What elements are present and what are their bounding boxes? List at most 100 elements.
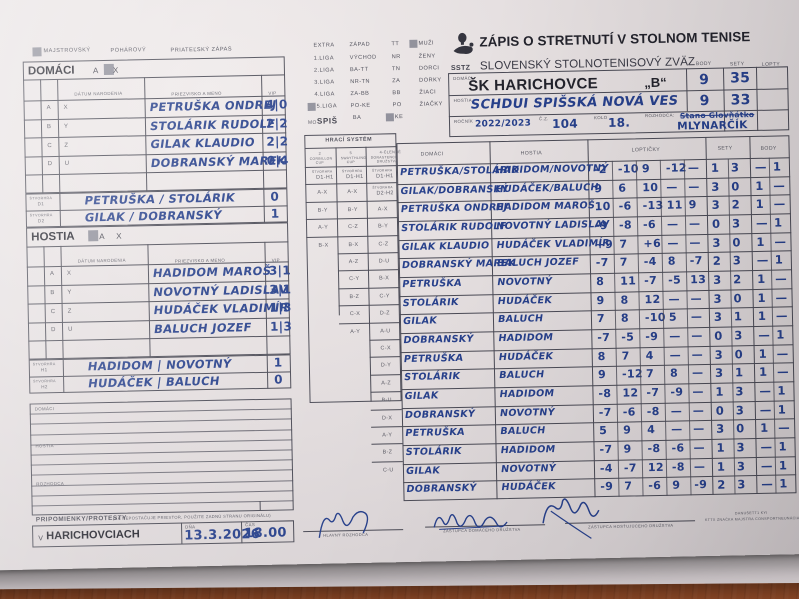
region-zapad[interactable]: ZÁPAD <box>349 41 371 49</box>
rozhodca-label: ROZHODCA: <box>644 112 675 119</box>
kolo-value: 18. <box>607 115 631 130</box>
category-zeny[interactable]: ŽENY <box>418 53 436 60</box>
district-tt[interactable]: TT <box>391 41 400 48</box>
match-row-set-score: 3 <box>713 272 722 287</box>
match-row-away: HADIDOM/NOVOTNÝ <box>494 162 610 177</box>
district-za[interactable]: ZA <box>392 78 401 85</box>
match-type-priatelsky[interactable]: PRIATEĽSKÝ ZÁPAS <box>170 46 233 54</box>
match-row-away: HADIDOM <box>497 331 554 345</box>
away-col-name: PRIEZVISKO A MENO <box>174 257 226 264</box>
cz-value: 104 <box>551 116 579 132</box>
region-batt[interactable]: BA-TT <box>349 66 369 74</box>
match-col-home: DOMÁCI <box>420 151 444 158</box>
match-row-ball-score: — <box>669 329 681 343</box>
home-roster-option-x[interactable]: X <box>112 65 119 75</box>
match-row-home: DOBRANSKÝ <box>405 482 478 496</box>
ps-cell-code: A-U <box>380 327 391 335</box>
district-ke[interactable]: KE <box>394 114 404 121</box>
ps-cell-code: D-Y <box>380 362 392 369</box>
match-row-away: NOVOTNÝ LADISLAV <box>495 218 611 233</box>
match-row-ball-score: — <box>671 422 683 436</box>
ps-cell-code: C-Y <box>379 293 390 300</box>
match-row-set-score: 3 <box>735 384 744 399</box>
category-muzi-checkbox[interactable] <box>409 39 418 48</box>
category-dorci[interactable]: DORCI <box>418 65 440 72</box>
region-ba[interactable]: BA <box>352 114 362 122</box>
ps-col-number: 2 <box>318 151 322 156</box>
match-row-point: 1 <box>757 271 766 286</box>
league-extra[interactable]: EXTRA <box>313 42 335 49</box>
roster-player-vip: 3|1 <box>268 263 292 278</box>
league-5liga[interactable]: 5.LIGA <box>316 103 338 110</box>
region-vychod[interactable]: VÝCHOD <box>349 54 377 62</box>
match-row-ball-score: 11 <box>666 198 683 213</box>
match-type-majstrovsky[interactable]: MAJSTROVSKÝ <box>43 47 91 55</box>
category-dorky[interactable]: DORKY <box>419 77 442 84</box>
match-row-point: — <box>776 364 790 379</box>
league-5liga-checkbox[interactable] <box>307 102 316 111</box>
roster-code-1: B <box>50 289 56 297</box>
district-nr[interactable]: NR <box>391 54 401 61</box>
home-roster-option-a[interactable]: A <box>92 66 99 76</box>
roster-code-2: Y <box>63 123 69 130</box>
roster-player-name: BALUCH JOZEF <box>153 319 253 336</box>
match-row-point: 1 <box>755 178 764 193</box>
selected-league-prefix: MO <box>307 119 317 126</box>
match-row-point: 1 <box>778 439 788 454</box>
away-roster-option-checkbox[interactable] <box>88 230 99 242</box>
match-row-set-score: 3 <box>735 402 745 417</box>
league-4liga[interactable]: 4.LIGA <box>314 91 335 98</box>
league-3liga[interactable]: 3.LIGA <box>314 79 335 86</box>
majstrovsky-checkbox[interactable] <box>32 47 42 57</box>
match-row-set-score: 3 <box>736 458 746 473</box>
notes-box[interactable] <box>29 398 294 516</box>
match-row-set-score: 2 <box>733 272 742 287</box>
play-system-grid: ŠTVORHRA D1-H1 ŠTVORHRA D1-H1 ŠTVORHRA D1-H1 A… <box>0 0 794 473</box>
region-poke[interactable]: PO-KE <box>350 102 371 110</box>
district-po[interactable]: PO <box>392 102 402 109</box>
home-rep-signature <box>433 513 508 530</box>
match-row-ball-score: 8 <box>669 366 679 380</box>
district-bb[interactable]: BB <box>392 90 401 97</box>
match-row-ball-score: — <box>669 348 682 362</box>
play-system-column-heads: 2 CORBILLON CUP 5 SWAYTHLING CUP 4-ČLENNÉ DORAS… <box>0 0 794 165</box>
league-1liga[interactable]: 1.LIGA <box>313 55 335 62</box>
match-type-poharovy[interactable]: POHÁROVÝ <box>110 47 147 54</box>
match-row-ball-score: -7 <box>598 405 612 419</box>
match-row-set-score: 3 <box>737 477 746 492</box>
match-row-ball-score: -7 <box>595 256 609 270</box>
district-tn[interactable]: TN <box>391 66 401 73</box>
category-muzi[interactable]: MUŽI <box>418 40 435 47</box>
match-row-ball-score: -5 <box>621 330 635 344</box>
region-nrtn[interactable]: NR-TN <box>350 78 371 86</box>
roster-player-vip: 3|1 <box>269 281 292 297</box>
match-row-set-score: 3 <box>731 216 741 231</box>
ps-col-number: 5 <box>349 151 353 156</box>
match-row-ball-score: — <box>688 179 700 193</box>
doubles-pair-name: HUDÁČEK | BALUCH <box>87 373 221 391</box>
away-roster-option-x[interactable]: X <box>116 231 123 241</box>
doubles-pair-vip: 1 <box>270 206 280 221</box>
away-roster-title: HOSTIA <box>31 230 75 244</box>
match-row-away: HADIDOM <box>499 443 557 457</box>
district-ke-checkbox[interactable] <box>385 113 394 122</box>
match-row-ball-score: 12 <box>647 460 665 474</box>
ps-cell-code: C-Y <box>349 276 360 283</box>
match-row-ball-score: -7 <box>599 442 613 457</box>
match-row-point: — <box>760 458 773 473</box>
ps-col-name-2: CUP <box>315 160 325 165</box>
league-2liga[interactable]: 2.LIGA <box>313 67 335 74</box>
roster-player-name: HADIDOM MAROŠ <box>152 263 273 281</box>
match-row-home: DOBRANSKÝ <box>402 333 475 347</box>
region-zabb[interactable]: ZA-BB <box>350 90 370 98</box>
match-row-set-score: 1 <box>734 365 744 380</box>
match-row-point: 1 <box>757 309 767 324</box>
match-col-balls: LOPTIČKY <box>631 146 661 154</box>
away-roster-option-a[interactable]: A <box>99 232 106 242</box>
match-row-away: HUDÁČEK <box>500 481 557 494</box>
match-row-point: — <box>760 439 773 454</box>
category-ziacky[interactable]: ŽIAČKY <box>419 101 443 108</box>
match-row-ball-score: 7 <box>621 349 630 363</box>
category-ziaci[interactable]: ŽIACI <box>419 89 437 96</box>
